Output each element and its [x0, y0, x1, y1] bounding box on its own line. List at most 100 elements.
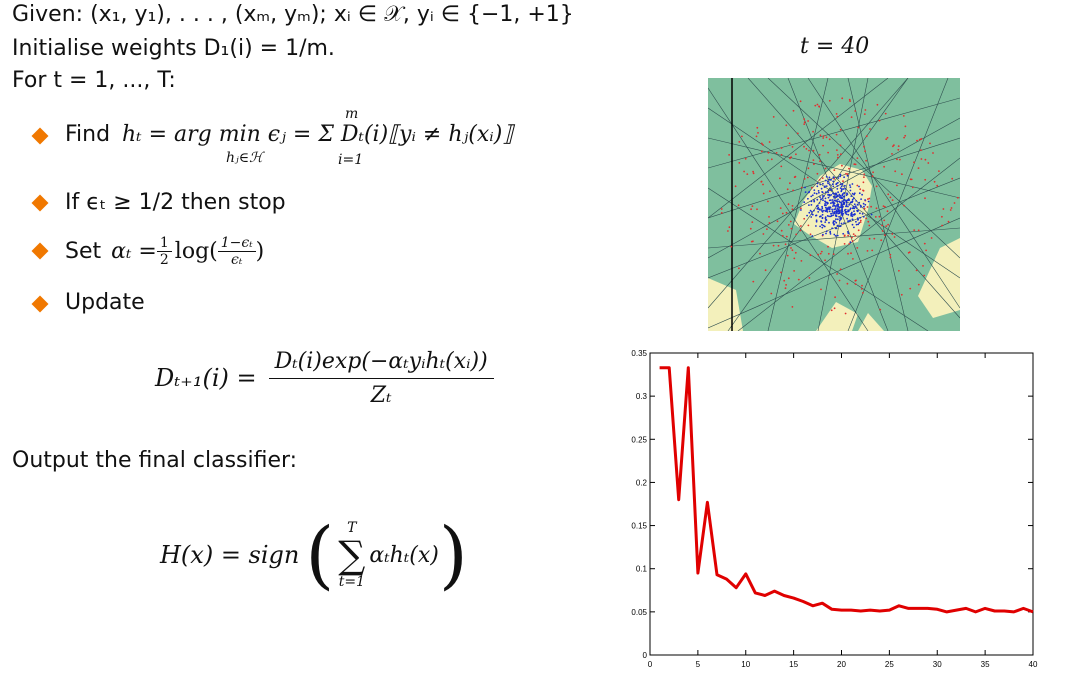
negative-sample-point [852, 233, 855, 236]
positive-sample-point [840, 222, 843, 225]
positive-sample-point [847, 213, 850, 216]
negative-sample-point [793, 270, 795, 272]
x-tick-label: 40 [1029, 660, 1038, 669]
final-sum-top: T [347, 520, 357, 536]
y-tick-label: 0.35 [631, 349, 647, 358]
positive-sample-point [815, 225, 817, 227]
negative-sample-point [820, 250, 823, 253]
yellow-region [918, 238, 960, 318]
negative-sample-point [878, 119, 881, 122]
y-axis: 0 0.05 0.1 0.15 0.2 0.25 0.3 0.35 [631, 349, 1033, 660]
positive-sample-point [824, 200, 826, 203]
step-set-frac: 1−ϵₜ ϵₜ [217, 235, 256, 268]
negative-sample-point [780, 165, 783, 168]
negative-sample-point [880, 239, 883, 242]
positive-sample-point [850, 195, 853, 197]
negative-sample-point [915, 269, 918, 272]
negative-sample-point [932, 152, 934, 154]
positive-sample-point [853, 197, 855, 200]
negative-sample-point [770, 292, 773, 295]
negative-sample-point [909, 287, 912, 290]
negative-sample-point [900, 293, 903, 296]
positive-sample-point [807, 197, 809, 200]
positive-sample-point [821, 210, 824, 213]
negative-sample-point [857, 229, 860, 232]
negative-sample-point [884, 206, 886, 208]
negative-sample-point [868, 224, 871, 227]
positive-sample-point [837, 191, 839, 194]
positive-sample-point [828, 210, 831, 213]
iteration-label: t = 40 [800, 34, 870, 59]
negative-sample-point [752, 172, 755, 175]
positive-sample-point [845, 200, 847, 202]
negative-sample-point [882, 205, 885, 207]
negative-sample-point [924, 158, 927, 161]
positive-sample-point [825, 175, 828, 178]
positive-sample-point [816, 204, 819, 207]
positive-sample-point [815, 220, 818, 223]
negative-sample-point [799, 100, 802, 103]
negative-sample-point [752, 170, 754, 173]
positive-sample-point [838, 200, 841, 203]
negative-sample-point [847, 252, 849, 255]
positive-sample-point [823, 209, 825, 212]
step-set: Set αₜ = 1 2 log( 1−ϵₜ ϵₜ ) [65, 228, 264, 274]
positive-sample-point [808, 211, 811, 214]
negative-sample-point [910, 178, 913, 181]
positive-sample-point [838, 225, 841, 228]
positive-sample-point [821, 226, 824, 229]
positive-sample-point [842, 195, 845, 198]
positive-sample-point [845, 205, 847, 208]
positive-sample-point [833, 197, 836, 199]
negative-sample-point [768, 222, 771, 224]
positive-sample-point [855, 207, 858, 209]
positive-sample-point [838, 215, 840, 218]
negative-sample-point [797, 278, 800, 281]
positive-sample-point [811, 194, 814, 197]
negative-sample-point [860, 288, 863, 290]
positive-sample-point [817, 211, 820, 213]
positive-sample-point [851, 207, 854, 210]
negative-sample-point [855, 279, 857, 282]
negative-sample-point [862, 189, 864, 192]
negative-sample-point [812, 159, 815, 161]
positive-sample-point [831, 199, 834, 201]
negative-sample-point [854, 283, 857, 285]
positive-sample-point [851, 223, 854, 226]
negative-sample-point [903, 204, 905, 207]
y-tick-label: 0.05 [631, 608, 647, 617]
positive-sample-point [813, 192, 816, 194]
positive-sample-point [827, 194, 829, 196]
negative-sample-point [751, 221, 754, 224]
positive-sample-point [823, 225, 826, 228]
positive-sample-point [822, 182, 824, 185]
positive-sample-point [851, 218, 854, 221]
positive-sample-point [843, 203, 845, 206]
positive-sample-point [821, 223, 823, 226]
positive-sample-point [810, 204, 813, 206]
negative-sample-point [757, 132, 759, 134]
negative-sample-point [750, 208, 752, 211]
positive-sample-point [837, 177, 840, 179]
negative-sample-point [828, 99, 831, 102]
negative-sample-point [767, 151, 770, 154]
negative-sample-point [764, 269, 767, 272]
negative-sample-point [941, 224, 943, 227]
negative-sample-point [813, 163, 815, 166]
negative-sample-point [830, 309, 833, 312]
positive-sample-point [850, 213, 852, 215]
negative-sample-point [816, 172, 819, 175]
negative-sample-point [791, 306, 794, 308]
positive-sample-point [837, 204, 839, 207]
negative-sample-point [827, 151, 829, 154]
positive-sample-point [838, 209, 840, 212]
negative-sample-point [902, 115, 905, 117]
right-paren-icon: ) [438, 512, 468, 598]
negative-sample-point [881, 224, 883, 227]
positive-sample-point [853, 213, 856, 215]
negative-sample-point [834, 296, 836, 299]
positive-sample-point [819, 225, 821, 228]
negative-sample-point [844, 312, 847, 315]
positive-sample-point [841, 214, 844, 216]
negative-sample-point [917, 283, 920, 286]
